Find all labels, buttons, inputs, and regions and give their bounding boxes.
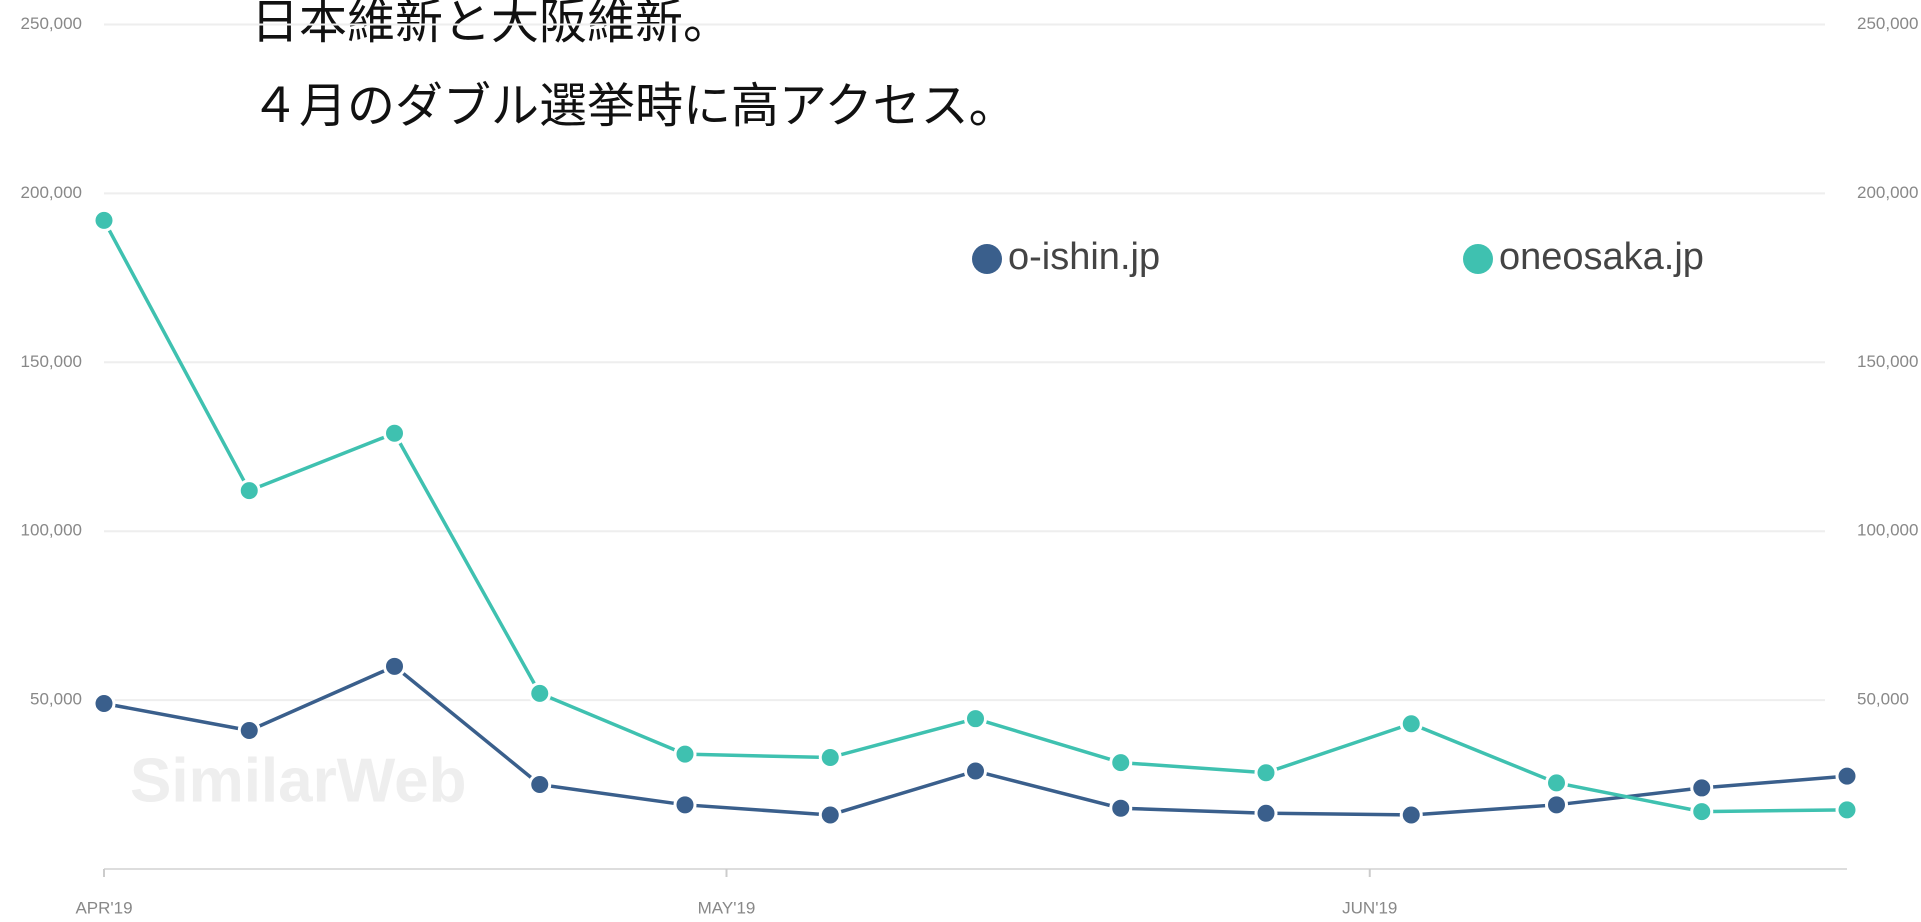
y-tick-label: 150,000 — [21, 352, 82, 371]
data-point — [528, 773, 552, 797]
legend-marker — [972, 244, 1002, 274]
legend-label: oneosaka.jp — [1499, 236, 1704, 278]
data-point — [673, 793, 697, 817]
data-point — [1254, 801, 1278, 825]
data-point — [1690, 776, 1714, 800]
x-tick-label: JUN'19 — [1342, 898, 1397, 917]
data-point — [92, 208, 116, 232]
data-point — [818, 803, 842, 827]
y2-tick-label: 50,000 — [1857, 690, 1909, 709]
data-point — [1835, 798, 1859, 822]
data-point — [528, 681, 552, 705]
data-point — [1399, 803, 1423, 827]
data-point — [237, 479, 261, 503]
y2-tick-label: 200,000 — [1857, 183, 1918, 202]
x-tick-label: APR'19 — [75, 898, 132, 917]
data-point — [1109, 796, 1133, 820]
y2-tick-label: 100,000 — [1857, 521, 1918, 540]
data-point — [818, 746, 842, 770]
data-point — [964, 759, 987, 783]
data-point — [964, 707, 987, 731]
data-point — [1545, 793, 1568, 817]
data-point — [1399, 712, 1423, 736]
x-tick-label: MAY'19 — [698, 898, 756, 917]
chart-title: ４月のダブル選挙時に高アクセス。 — [251, 78, 1017, 134]
y-tick-label: 200,000 — [21, 183, 82, 202]
y2-tick-label: 250,000 — [1857, 14, 1918, 33]
y-tick-label: 100,000 — [21, 521, 82, 540]
data-point — [383, 654, 406, 678]
y2-tick-label: 150,000 — [1857, 352, 1918, 371]
data-point — [1835, 764, 1859, 788]
legend-marker — [1463, 244, 1493, 274]
data-point — [92, 691, 116, 715]
data-point — [1254, 761, 1278, 785]
y-tick-label: 250,000 — [21, 14, 82, 33]
data-point — [1690, 800, 1714, 824]
data-point — [673, 742, 697, 766]
legend-label: o-ishin.jp — [1008, 236, 1160, 278]
watermark: SimilarWeb — [130, 746, 467, 815]
y-tick-label: 50,000 — [30, 690, 82, 709]
data-point — [383, 421, 406, 445]
data-point — [1109, 751, 1133, 775]
data-point — [237, 719, 261, 743]
data-point — [1545, 771, 1568, 795]
